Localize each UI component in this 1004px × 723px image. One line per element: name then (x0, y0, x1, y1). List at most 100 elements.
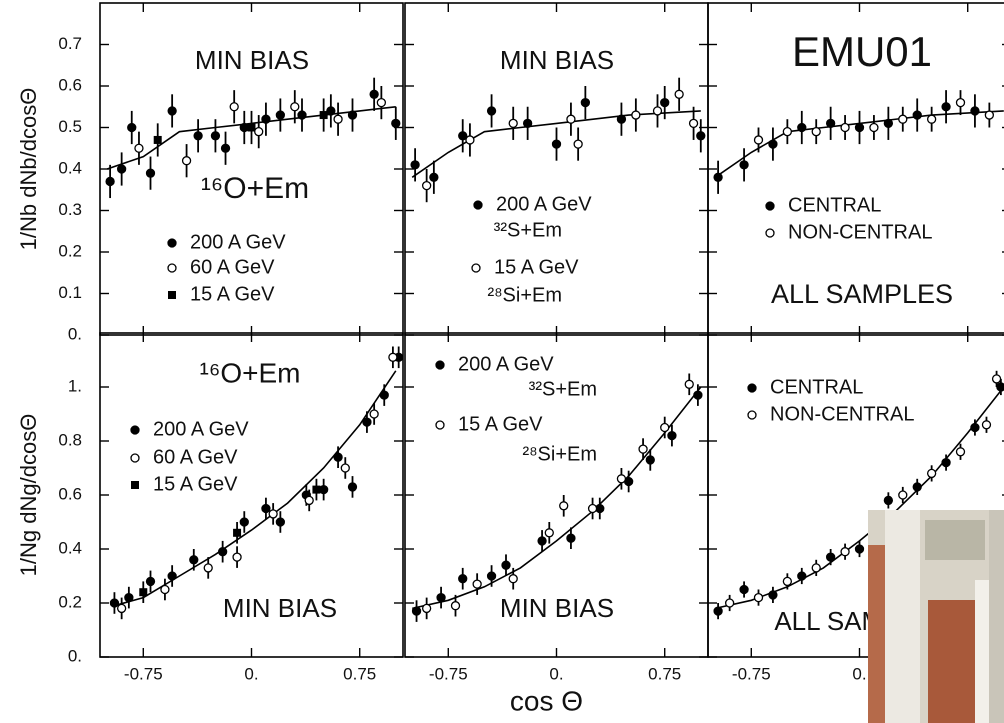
marker (984, 110, 995, 120)
photo-edge (989, 510, 1004, 723)
annotation: ³²S+Em (529, 378, 597, 400)
marker (318, 484, 329, 495)
marker (955, 97, 966, 108)
marker (429, 172, 439, 182)
marker (220, 143, 231, 153)
marker (472, 579, 482, 589)
marker (290, 102, 300, 112)
marker (883, 495, 894, 506)
marker (168, 291, 176, 299)
marker (854, 122, 865, 133)
marker (471, 263, 481, 273)
marker (347, 110, 358, 120)
marker (436, 592, 446, 603)
legend-label: 15 A GeV (190, 283, 275, 305)
marker (684, 379, 694, 389)
marker (379, 390, 389, 400)
annotation: MIN BIAS (223, 593, 337, 623)
annotation: ²⁸Si+Em (487, 284, 562, 306)
y-axis-label: 1/Ng dNg/dcosΘ (16, 414, 41, 577)
marker (693, 390, 703, 400)
legend-label: NON-CENTRAL (770, 403, 914, 425)
marker (304, 495, 314, 506)
marker (941, 102, 951, 112)
y-tick-label: 0.2 (58, 241, 82, 260)
marker (340, 463, 350, 473)
marker (109, 598, 120, 608)
annotation: ³²S+Em (494, 219, 562, 241)
marker (825, 552, 836, 562)
legend-label: 200 A GeV (458, 353, 554, 375)
marker (486, 571, 497, 581)
marker (458, 131, 468, 141)
marker (840, 547, 850, 557)
x-tick-label: -0.75 (124, 664, 163, 683)
marker (145, 576, 156, 587)
marker (486, 106, 497, 116)
marker (724, 598, 735, 608)
marker (167, 238, 177, 248)
marker (544, 528, 554, 538)
marker (537, 536, 547, 546)
marker (696, 131, 706, 141)
marker (376, 97, 387, 108)
x-axis-label: cos Θ (510, 685, 583, 716)
marker (955, 447, 966, 457)
marker (970, 422, 980, 433)
annotation: EMU01 (792, 28, 932, 75)
marker (421, 180, 432, 191)
marker (765, 228, 775, 238)
marker (898, 490, 908, 500)
y-tick-label: 0.6 (58, 75, 82, 94)
y-tick-label: 0. (68, 646, 82, 665)
marker (522, 118, 533, 128)
legend-label: NON-CENTRAL (788, 221, 932, 243)
marker (573, 139, 583, 149)
marker (667, 430, 677, 441)
marker (124, 592, 134, 603)
marker (435, 420, 445, 430)
y-tick-label: 1. (68, 376, 82, 395)
y-tick-label: 0.2 (58, 592, 82, 611)
marker (116, 164, 127, 174)
legend-label: 15 A GeV (494, 256, 579, 278)
photo-inset (868, 510, 1004, 723)
marker (369, 409, 379, 419)
marker (167, 106, 177, 116)
marker (233, 528, 242, 537)
marker (674, 89, 684, 99)
y-tick-label: 0.8 (58, 430, 82, 449)
marker (435, 360, 445, 370)
annotation: ¹⁶O+Em (200, 357, 301, 388)
legend-label: 200 A GeV (496, 193, 592, 215)
legend-label: 15 A GeV (458, 413, 543, 435)
marker (130, 425, 140, 435)
marker (926, 468, 937, 479)
marker (797, 122, 807, 133)
marker (854, 544, 865, 554)
marker (631, 110, 641, 120)
y-tick-label: 0.6 (58, 484, 82, 503)
marker (326, 106, 336, 116)
marker (362, 417, 372, 427)
marker (638, 444, 648, 454)
marker (275, 517, 286, 527)
marker (753, 592, 764, 603)
photo-brick (868, 545, 885, 723)
annotation: MIN BIAS (195, 45, 309, 75)
y-tick-label: 0.4 (58, 158, 82, 177)
fit-curve (412, 386, 702, 610)
marker (239, 122, 249, 133)
marker (275, 110, 286, 120)
marker (645, 455, 655, 465)
x-tick-label: 0.75 (648, 664, 681, 683)
photo-brick (928, 600, 976, 723)
marker (840, 122, 850, 133)
marker (421, 603, 432, 614)
x-tick-label: -0.75 (429, 664, 468, 683)
marker (261, 114, 271, 124)
photo-frame (975, 580, 989, 723)
marker (768, 139, 778, 149)
